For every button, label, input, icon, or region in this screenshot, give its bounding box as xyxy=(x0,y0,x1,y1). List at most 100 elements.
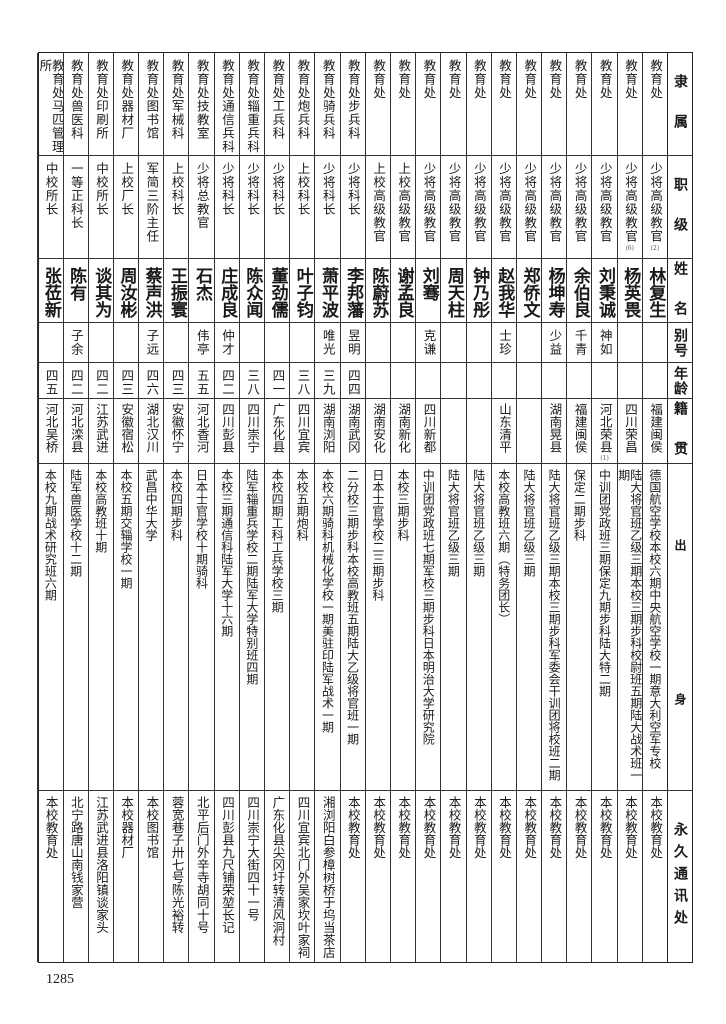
name-cell: 庄成良 xyxy=(214,259,239,323)
native-place-text: 四川荣昌 xyxy=(622,403,638,453)
affiliation-text: 教育处图书馆 xyxy=(144,59,160,140)
header-label: 姓 名 xyxy=(672,260,688,321)
rank-text: 中校所长 xyxy=(43,162,59,216)
page-number: 1285 xyxy=(46,972,74,987)
native-place-cell: 四川彭县 xyxy=(214,399,239,464)
native-place-cell: 福建闽侯 xyxy=(567,399,592,464)
address-text: 本校教育处 xyxy=(547,796,563,859)
affiliation-text: 教育处 xyxy=(522,59,538,100)
background-text: 武昌中华大学 xyxy=(144,469,159,541)
address-text: 本校教育处 xyxy=(446,796,462,859)
name-cell: 王振寰 xyxy=(164,259,189,323)
rank-text: 少将高级教官 xyxy=(522,162,538,243)
affiliation-text: 教育处 xyxy=(396,59,412,100)
age-text: 四一 xyxy=(270,369,286,396)
rank-cell: 上校高级教官 xyxy=(365,156,390,259)
alias-cell xyxy=(365,323,390,363)
age-cell xyxy=(416,363,441,399)
age-cell: 三八 xyxy=(290,363,315,399)
background-cell: 武昌中华大学 xyxy=(139,464,164,791)
alias-cell: 子余 xyxy=(63,323,88,363)
affiliation-text: 教育处技教室 xyxy=(194,59,210,140)
age-cell: 五五 xyxy=(189,363,214,399)
background-text: 中训团党政班七期军校三期步科日本明治大学研究院 xyxy=(421,469,436,745)
name-cell: 萧平波 xyxy=(315,259,340,323)
background-cell: 陆军辎重兵学校二期陆军大学特别班四期 xyxy=(239,464,264,791)
header-cell: 职 级 xyxy=(668,156,692,259)
native-place-text: 湖南武冈 xyxy=(345,403,361,453)
person-column: 教育处辎重兵科 少将科长 陈众闻 三八 四川崇宁 陆军辎重兵学校二期陆军大学特别班四期 四川… xyxy=(238,53,264,962)
native-place-text: 四川崇宁 xyxy=(245,403,261,453)
address-cell: 四川宜宾北门外吴家坎叶家祠 xyxy=(290,791,314,962)
alias-text: 千青 xyxy=(572,329,588,356)
rank-text: 少将科长 xyxy=(219,162,235,216)
age-cell xyxy=(491,363,516,399)
background-text: 德国航空学校本校六期中央航空学校一期意大利空军专校 xyxy=(647,469,662,769)
age-text: 四三 xyxy=(119,369,135,396)
name-cell: 周天柱 xyxy=(441,259,466,323)
rank-text: 少将科长 xyxy=(320,162,336,216)
background-text: 本校三期通信科陆军大学十六期 xyxy=(219,469,234,637)
background-cell: 陆大将官班乙级三期 xyxy=(516,464,542,791)
background-text: 日本士官学校十期骑科 xyxy=(194,469,209,589)
name-cell: 刘秉诚 xyxy=(592,259,617,323)
native-place-text: 湖北汉川 xyxy=(144,403,160,453)
person-column: 教育处 少将高级教官 (6) 杨英畏 四川荣昌 陆大将官班乙级三期本校三期步科校尉班五期陆… xyxy=(616,53,642,962)
native-place-cell: 河北荣县 (1) xyxy=(592,399,617,464)
name-text: 林复生 xyxy=(645,267,666,318)
rank-text: 上校科长 xyxy=(295,162,311,216)
native-place-cell: 四川荣昌 xyxy=(617,399,642,464)
address-cell: 本校教育处 xyxy=(467,791,491,962)
header-label: 别号 xyxy=(672,327,688,358)
alias-cell: 昱明 xyxy=(340,323,365,363)
native-place-text: 湖南安化 xyxy=(371,403,387,453)
address-cell: 四川彭县九尺铺荣堃长记 xyxy=(215,791,239,962)
name-cell: 谈其为 xyxy=(88,259,113,323)
alias-cell xyxy=(390,323,416,363)
address-text: 本校教育处 xyxy=(471,796,487,859)
person-column: 教育处图书馆 军简三阶主任 蔡声洪 子远 四六 湖北汉川 武昌中华大学 本校图书馆 xyxy=(138,53,164,962)
affiliation-cell: 教育处 xyxy=(592,53,617,156)
name-cell: 叶子钧 xyxy=(290,259,315,323)
affiliation-text: 教育处骑兵科 xyxy=(320,59,336,140)
affiliation-cell: 教育处 xyxy=(390,53,416,156)
name-cell: 董劲儒 xyxy=(265,259,290,323)
rank-text: 少将高级教官 xyxy=(547,162,563,243)
affiliation-text: 教育处 xyxy=(421,59,437,100)
native-place-text: 广东化县 xyxy=(270,403,286,453)
native-place-cell: 江苏武进 xyxy=(88,399,113,464)
affiliation-text: 教育处器材厂 xyxy=(119,59,135,140)
background-text: 本校五期炮科 xyxy=(295,469,310,541)
age-cell: 四三 xyxy=(113,363,139,399)
name-text: 董劲儒 xyxy=(267,267,288,318)
address-cell: 本校教育处 xyxy=(567,791,591,962)
person-column: 教育处 少将高级教官 刘秉诚 神如 河北荣县 (1) 中训团党政班三期保定九期步科陆大特二期… xyxy=(591,53,617,962)
affiliation-cell: 教育处印刷所 xyxy=(88,53,113,156)
native-place-text: 四川新都 xyxy=(421,403,437,453)
native-place-cell: 湖南新化 xyxy=(390,399,416,464)
alias-text: 子余 xyxy=(68,329,84,356)
native-place-text: 河北滦县 xyxy=(68,403,84,453)
rank-cell: 少将高级教官 xyxy=(592,156,617,259)
address-cell: 本校教育处 xyxy=(592,791,616,962)
address-cell: 本校教育处 xyxy=(542,791,566,962)
background-text: 陆大将官班乙级三期本校三期步科军委会干训团将校班二期 xyxy=(547,469,562,781)
affiliation-cell: 教育处 xyxy=(491,53,516,156)
address-cell: 本校教育处 xyxy=(366,791,390,962)
address-text: 本校教育处 xyxy=(597,796,613,859)
person-column: 教育处技教室 少将总教官 石杰 伟亭 五五 河北香河 日本士官学校十期骑科 北平后门外辛寺胡同… xyxy=(188,53,214,962)
address-text: 本校教育处 xyxy=(572,796,588,859)
alias-cell xyxy=(617,323,642,363)
affiliation-cell: 教育处 xyxy=(441,53,466,156)
rank-cell: 少将科长 xyxy=(239,156,264,259)
rank-cell: 上校科长 xyxy=(290,156,315,259)
alias-text: 唯光 xyxy=(320,329,336,356)
age-cell xyxy=(592,363,617,399)
background-text: 二分校三期步科本校高教班五期陆大乙级将官班一期 xyxy=(345,469,360,745)
name-text: 张莅新 xyxy=(40,267,61,318)
person-column: 教育处 上校高级教官 陈蔚苏 湖南安化 日本士官学校二三期步科 本校教育处 xyxy=(364,53,390,962)
age-cell xyxy=(441,363,466,399)
background-text: 本校三期步科 xyxy=(396,469,411,541)
native-place-text: 四川宜宾 xyxy=(295,403,311,453)
name-text: 刘秉诚 xyxy=(595,267,616,318)
